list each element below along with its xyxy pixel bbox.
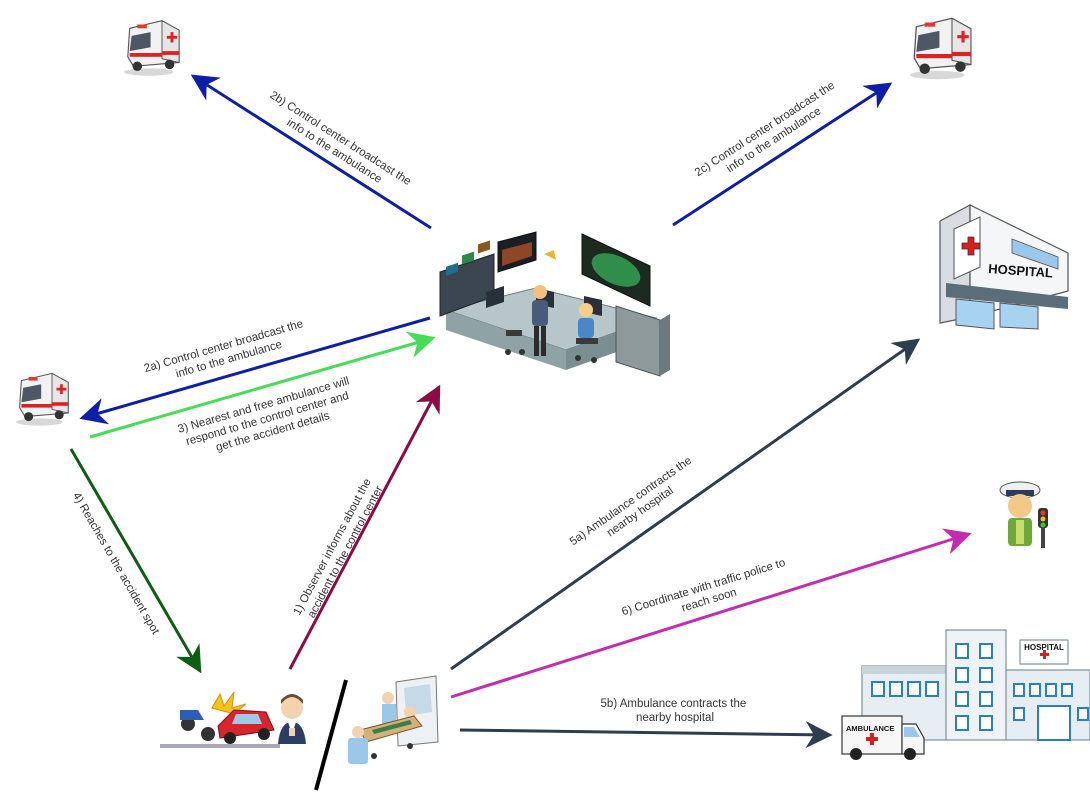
label-3: 3) Nearest and free ambulance will respo… — [177, 374, 362, 462]
control-center-icon — [439, 231, 670, 377]
label-1: 1) Observer informs about the accident t… — [291, 474, 387, 624]
arrow-5a-hospital — [450, 338, 921, 671]
arrow-2a-broadcast — [79, 316, 431, 425]
ambulance-icon — [123, 20, 180, 77]
ambulance-side-icon: AMBULANCE — [841, 715, 925, 760]
ambulance-side-text: AMBULANCE — [846, 724, 894, 733]
ambulance-icon — [909, 17, 972, 80]
ambulance-icon — [15, 372, 69, 427]
label-6: 6) Coordinate with traffic police to rea… — [620, 556, 794, 632]
arrow-3-respond — [89, 331, 436, 439]
hospital-sign-text: HOSPITAL — [988, 261, 1054, 280]
hospital-small-sign-text: HOSPITAL — [1024, 643, 1064, 652]
arrow-2c-broadcast — [672, 82, 893, 227]
label-2b: 2b) Control center broadcast the info to… — [260, 89, 416, 201]
arrow-4-reach — [69, 448, 202, 674]
traffic-police-icon — [999, 481, 1048, 548]
arrow-5b-hospital — [459, 721, 833, 749]
accident-icon — [160, 691, 280, 748]
observer-icon — [278, 694, 306, 744]
arrow-2b-broadcast — [190, 74, 432, 230]
label-2c: 2c) Control center broadcast the info to… — [693, 78, 848, 191]
hospital-building-icon: HOSPITAL AMBULANCE — [841, 629, 1090, 760]
label-4: 4) Reaches to the accident spot — [70, 490, 162, 637]
arrow-1-observer — [288, 384, 441, 670]
scene-divider — [314, 679, 348, 791]
label-5b: 5b) Ambulance contracts the nearby hospi… — [601, 698, 750, 724]
hospital-icon: HOSPITAL — [939, 204, 1069, 330]
patient-stretcher-icon — [348, 675, 439, 764]
arrow-6-police — [450, 528, 972, 699]
